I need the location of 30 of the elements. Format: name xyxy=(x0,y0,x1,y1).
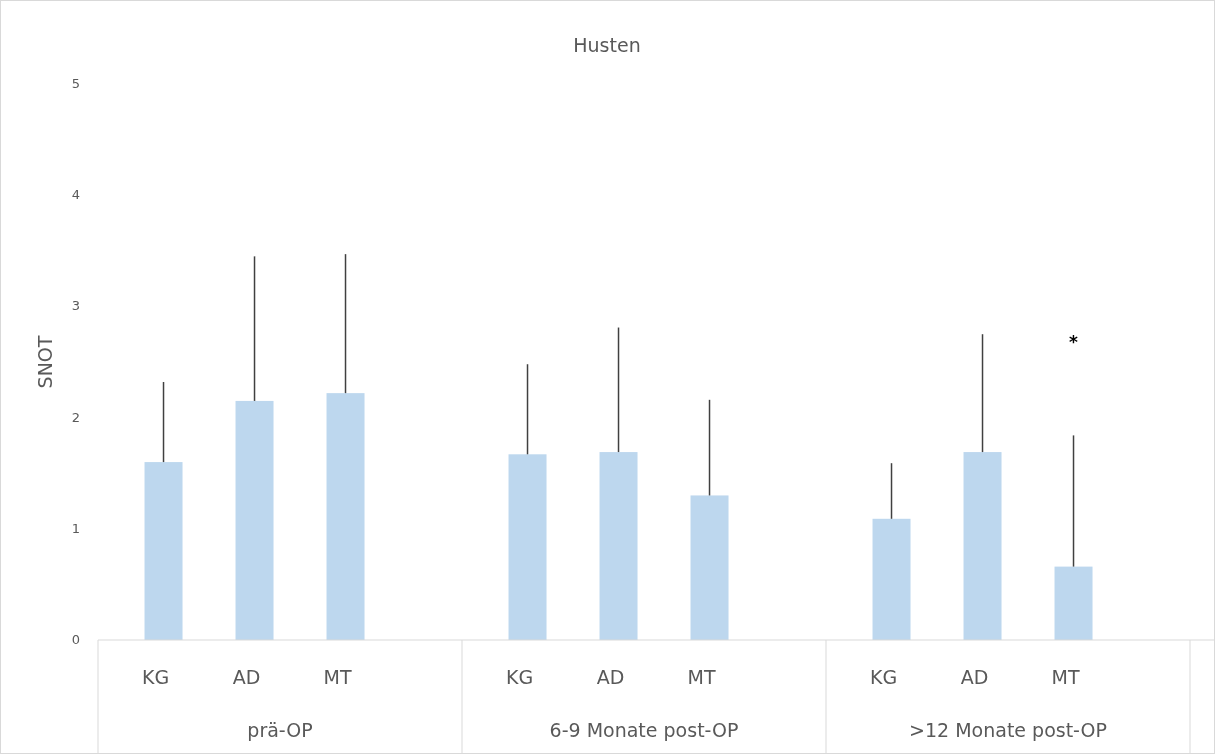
text: prä-OP xyxy=(247,719,313,741)
x-tick-label: AD xyxy=(232,666,261,688)
bar xyxy=(690,495,729,640)
x-tick-label: KG xyxy=(869,666,898,688)
bar xyxy=(1054,566,1093,640)
bar xyxy=(144,462,183,640)
text: >12 Monate post-OP xyxy=(909,719,1107,741)
bar xyxy=(235,400,274,640)
y-tick-label: 4 xyxy=(71,187,81,203)
y-tick-label: 2 xyxy=(71,409,81,425)
x-tick-label: MT xyxy=(687,666,716,688)
y-axis-title: SNOT xyxy=(34,335,56,389)
x-tick-label: KG xyxy=(141,666,170,688)
y-tick-label: 3 xyxy=(71,298,81,314)
x-tick-label: KG xyxy=(505,666,534,688)
text: 6-9 Monate post-OP xyxy=(549,719,739,741)
chart-title: Husten xyxy=(573,34,641,56)
bar xyxy=(599,452,638,640)
y-tick-label: 1 xyxy=(71,520,81,536)
bar xyxy=(963,452,1002,640)
x-tick-label: AD xyxy=(596,666,625,688)
y-tick-label: 0 xyxy=(71,632,81,647)
annotation: * xyxy=(1069,332,1079,352)
bar xyxy=(872,518,911,640)
y-tick-label: 5 xyxy=(71,76,81,91)
x-tick-label: MT xyxy=(323,666,352,688)
x-tick-label: MT xyxy=(1051,666,1080,688)
x-tick-label: AD xyxy=(960,666,989,688)
bar xyxy=(508,454,547,640)
bar xyxy=(326,393,365,640)
